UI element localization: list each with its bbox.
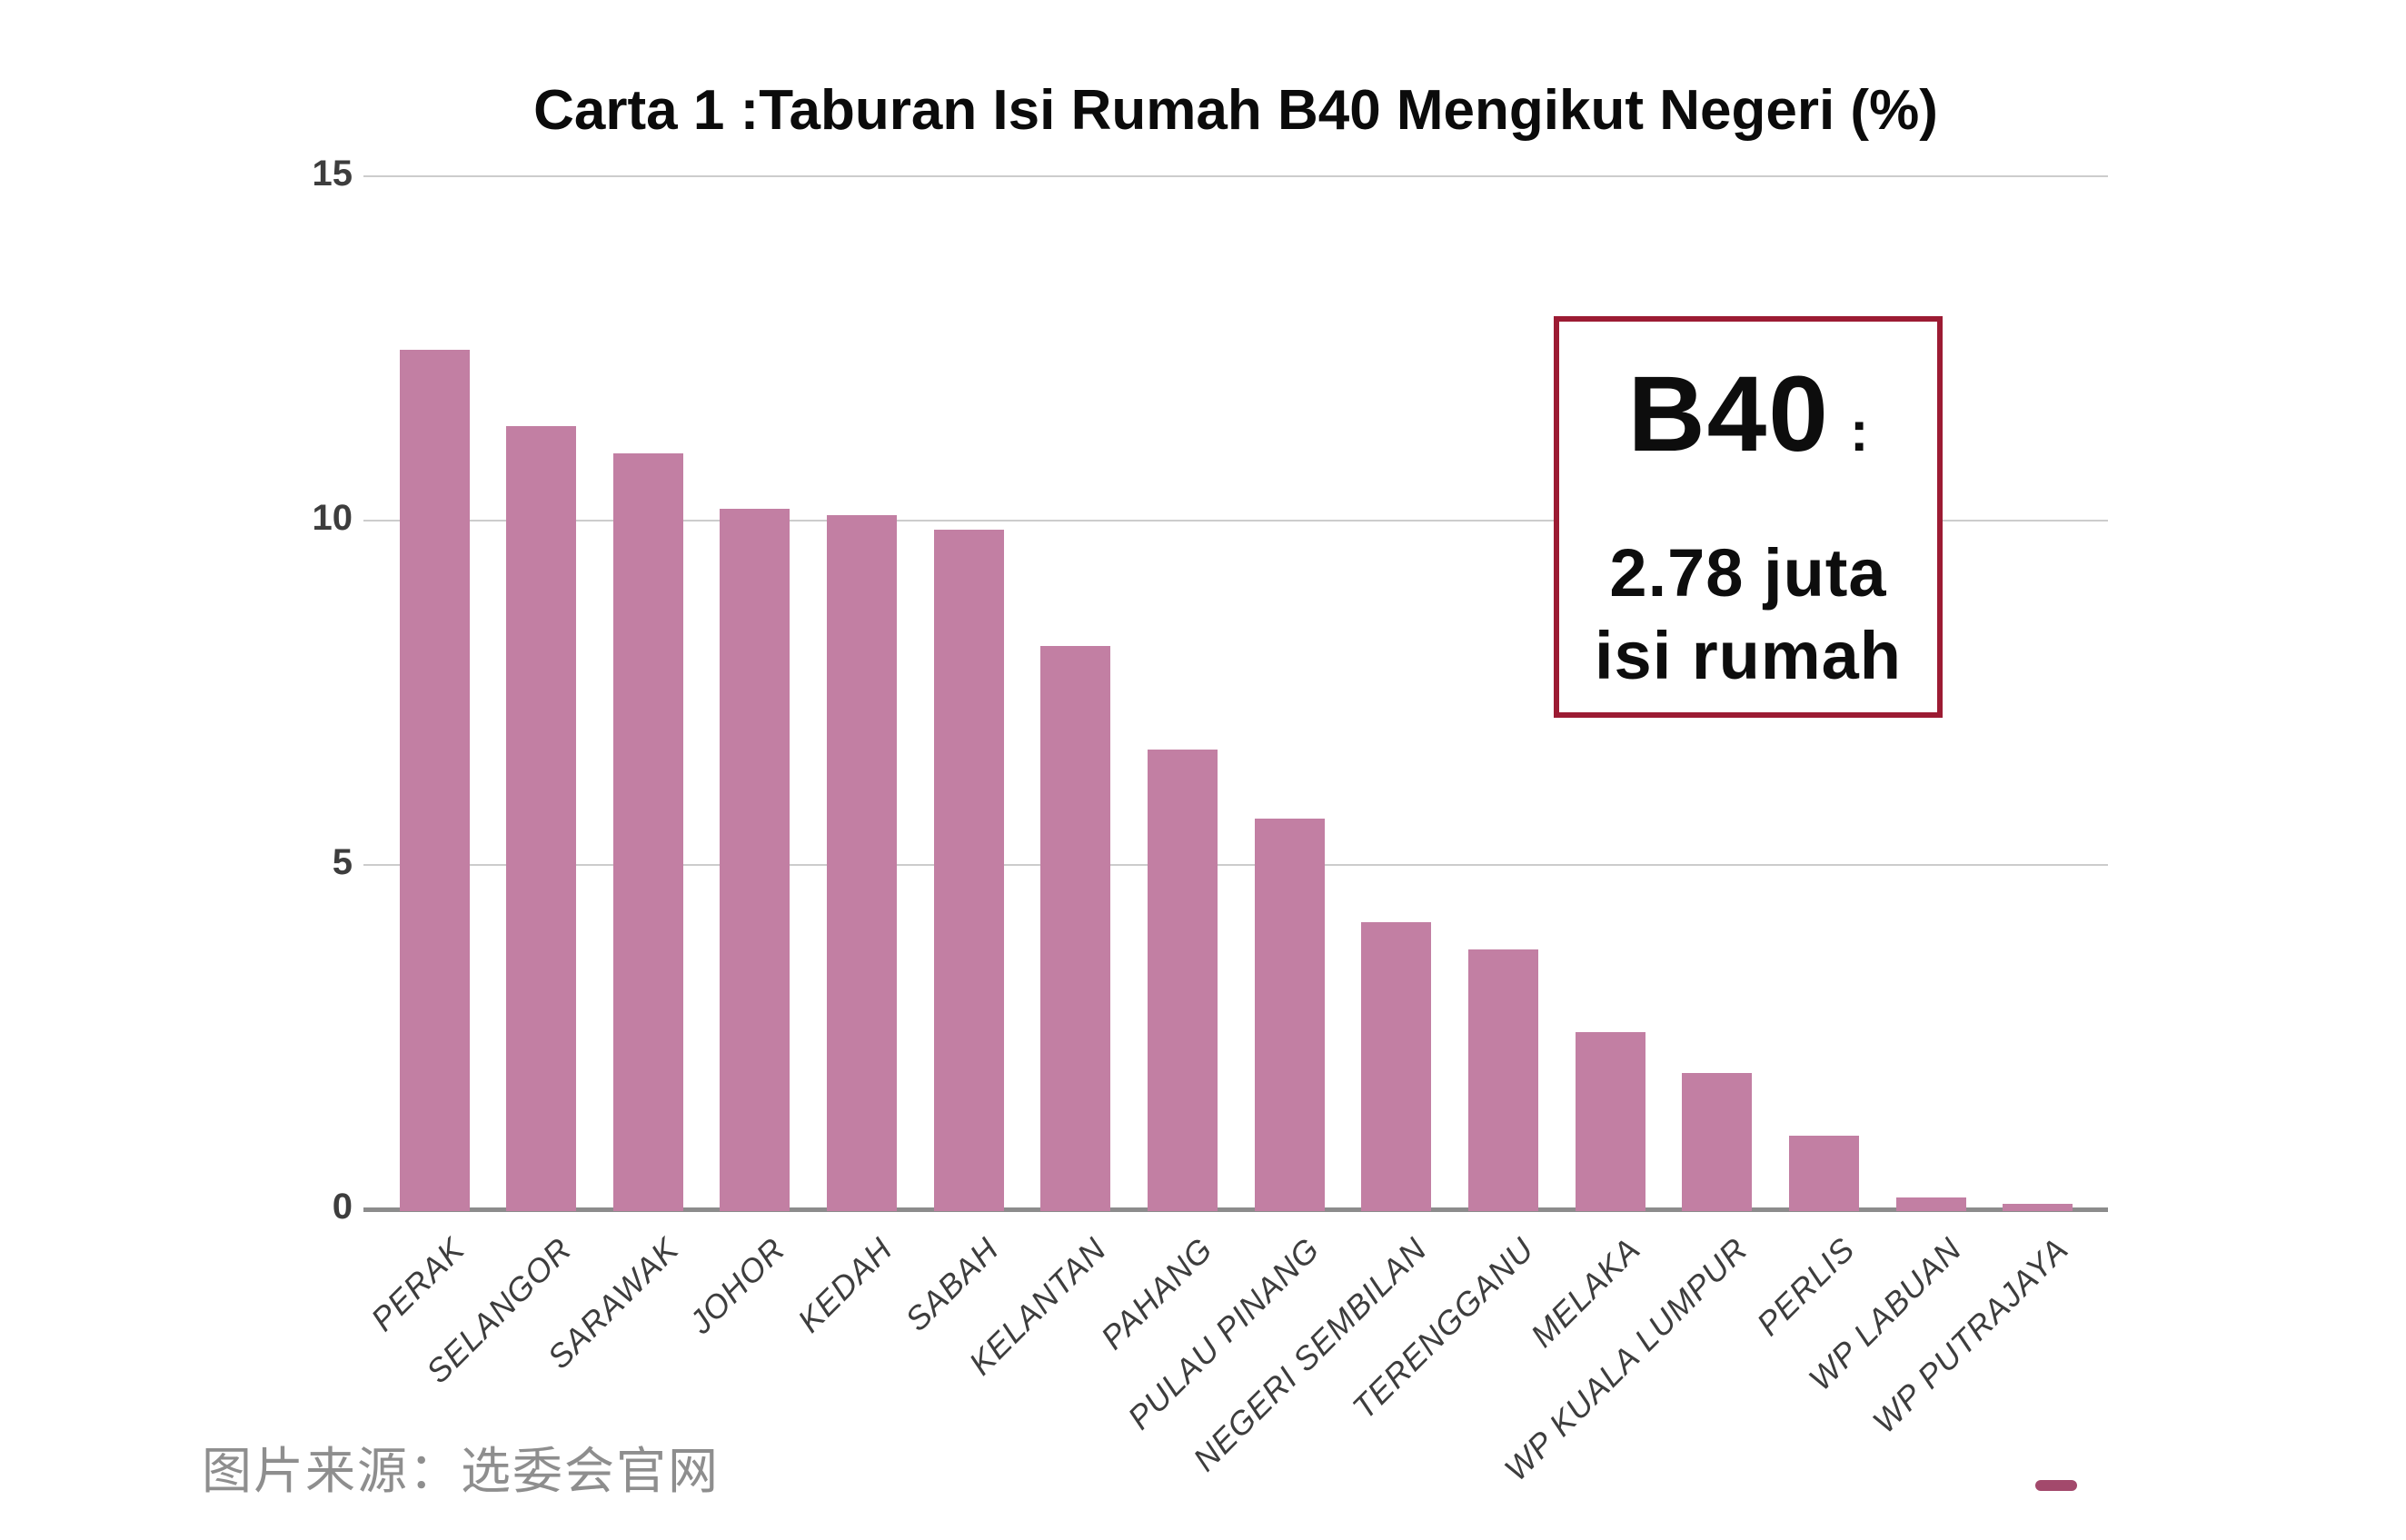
x-axis-label-sabah: SABAH <box>898 1230 1007 1338</box>
bar-kedah <box>827 515 897 1211</box>
x-axis-label-pulau-pinang: PULAU PINANG <box>1120 1230 1327 1437</box>
bar-johor <box>720 509 790 1211</box>
image-source-caption: 图片来源：选委会官网 <box>202 1443 721 1499</box>
x-axis-label-johor: JOHOR <box>681 1230 792 1341</box>
bar-negeri-sembilan <box>1361 922 1431 1211</box>
b40-unit-line: isi rumah <box>1595 618 1902 693</box>
x-axis-baseline <box>363 1207 2108 1212</box>
bar-perlis <box>1789 1136 1859 1211</box>
bar-sabah <box>934 530 1004 1211</box>
y-axis-tick-label-0: 0 <box>332 1187 353 1227</box>
bar-terengganu <box>1468 949 1538 1211</box>
bar-pulau-pinang <box>1255 819 1325 1211</box>
pink-dash-decoration <box>2035 1480 2077 1491</box>
gridline-y-15 <box>363 175 2108 177</box>
y-axis-tick-label-5: 5 <box>332 842 353 882</box>
bar-selangor <box>506 426 576 1211</box>
y-axis-tick-label-10: 10 <box>312 498 353 538</box>
b40-annotation-box: B40 : 2.78 juta isi rumah <box>1554 316 1943 718</box>
bar-wp-putrajaya <box>2003 1204 2073 1211</box>
bar-wp-labuan <box>1896 1197 1966 1211</box>
x-axis-label-terengganu: TERENGGANU <box>1344 1230 1541 1426</box>
gridline-y-5 <box>363 864 2108 866</box>
b40-heading-line: B40 : <box>1559 353 1937 476</box>
bar-wp-kuala-lumpur <box>1682 1073 1752 1211</box>
x-axis-label-wp-putrajaya: WP PUTRAJAYA <box>1864 1230 2075 1441</box>
b40-value-line: 2.78 juta <box>1609 535 1887 611</box>
gridline-y-10 <box>363 520 2108 522</box>
chart-title: Carta 1 :Taburan Isi Rumah B40 Mengikut … <box>533 79 1938 142</box>
b40-heading: B40 <box>1627 354 1830 474</box>
x-axis-label-perak: PERAK <box>363 1230 472 1338</box>
y-axis-tick-label-15: 15 <box>312 154 353 194</box>
bar-perak <box>400 350 470 1211</box>
bar-melaka <box>1576 1032 1645 1211</box>
bar-kelantan <box>1040 646 1110 1211</box>
x-axis-label-kedah: KEDAH <box>790 1230 900 1340</box>
bar-pahang <box>1148 750 1218 1211</box>
b40-colon: : <box>1849 401 1869 463</box>
bar-sarawak <box>613 453 683 1211</box>
